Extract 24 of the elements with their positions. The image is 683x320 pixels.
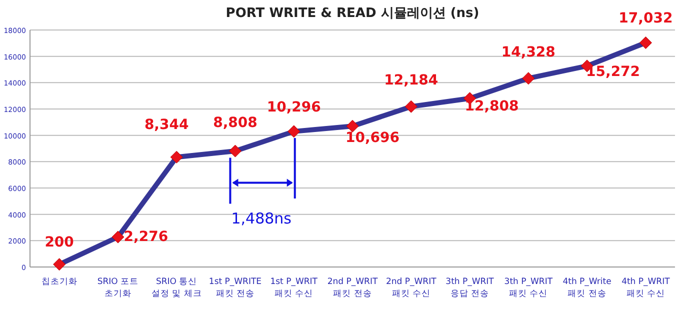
- annotation: 1,488ns: [231, 210, 292, 228]
- x-tick-label: 3th P_WRIT 응답 전송: [446, 277, 495, 299]
- chart-title: PORT WRITE & READ 시뮬레이션 (ns): [226, 6, 480, 21]
- x-tick-label: 2nd P_WRIT 패킷 전송: [327, 277, 378, 299]
- data-label: 17,032: [618, 10, 673, 27]
- data-label: 12,808: [464, 98, 519, 114]
- data-label: 14,328: [501, 44, 556, 60]
- x-tick-label: 2nd P_WRIT 패킷 수신: [386, 277, 438, 299]
- data-label: 15,272: [586, 64, 640, 80]
- x-tick-label: 4th P_WRIT 패킷 수신: [622, 277, 671, 299]
- data-label: 8,808: [213, 115, 258, 132]
- data-label: 8,344: [144, 117, 189, 134]
- x-tick-label: 칩초기화: [41, 277, 78, 287]
- data-label: 200: [44, 234, 74, 250]
- data-label: 12,184: [384, 72, 438, 89]
- data-label: 10,696: [345, 130, 400, 146]
- x-tick-label: 1st P_WRITE 패킷 전송: [208, 277, 262, 299]
- x-tick-label: 4th P_Write 패킷 전송: [562, 277, 612, 299]
- x-tick-label: 1st P_WRIT 패킷 수신: [270, 277, 318, 299]
- x-tick-label: SRIO 포트 초기화: [97, 277, 139, 299]
- data-label: 2,276: [124, 229, 168, 246]
- data-label: 10,296: [266, 99, 321, 116]
- x-tick-label: SRIO 통신 설정 및 체크: [151, 277, 202, 299]
- x-tick-label: 3th P_WRIT 패킷 수신: [504, 277, 554, 299]
